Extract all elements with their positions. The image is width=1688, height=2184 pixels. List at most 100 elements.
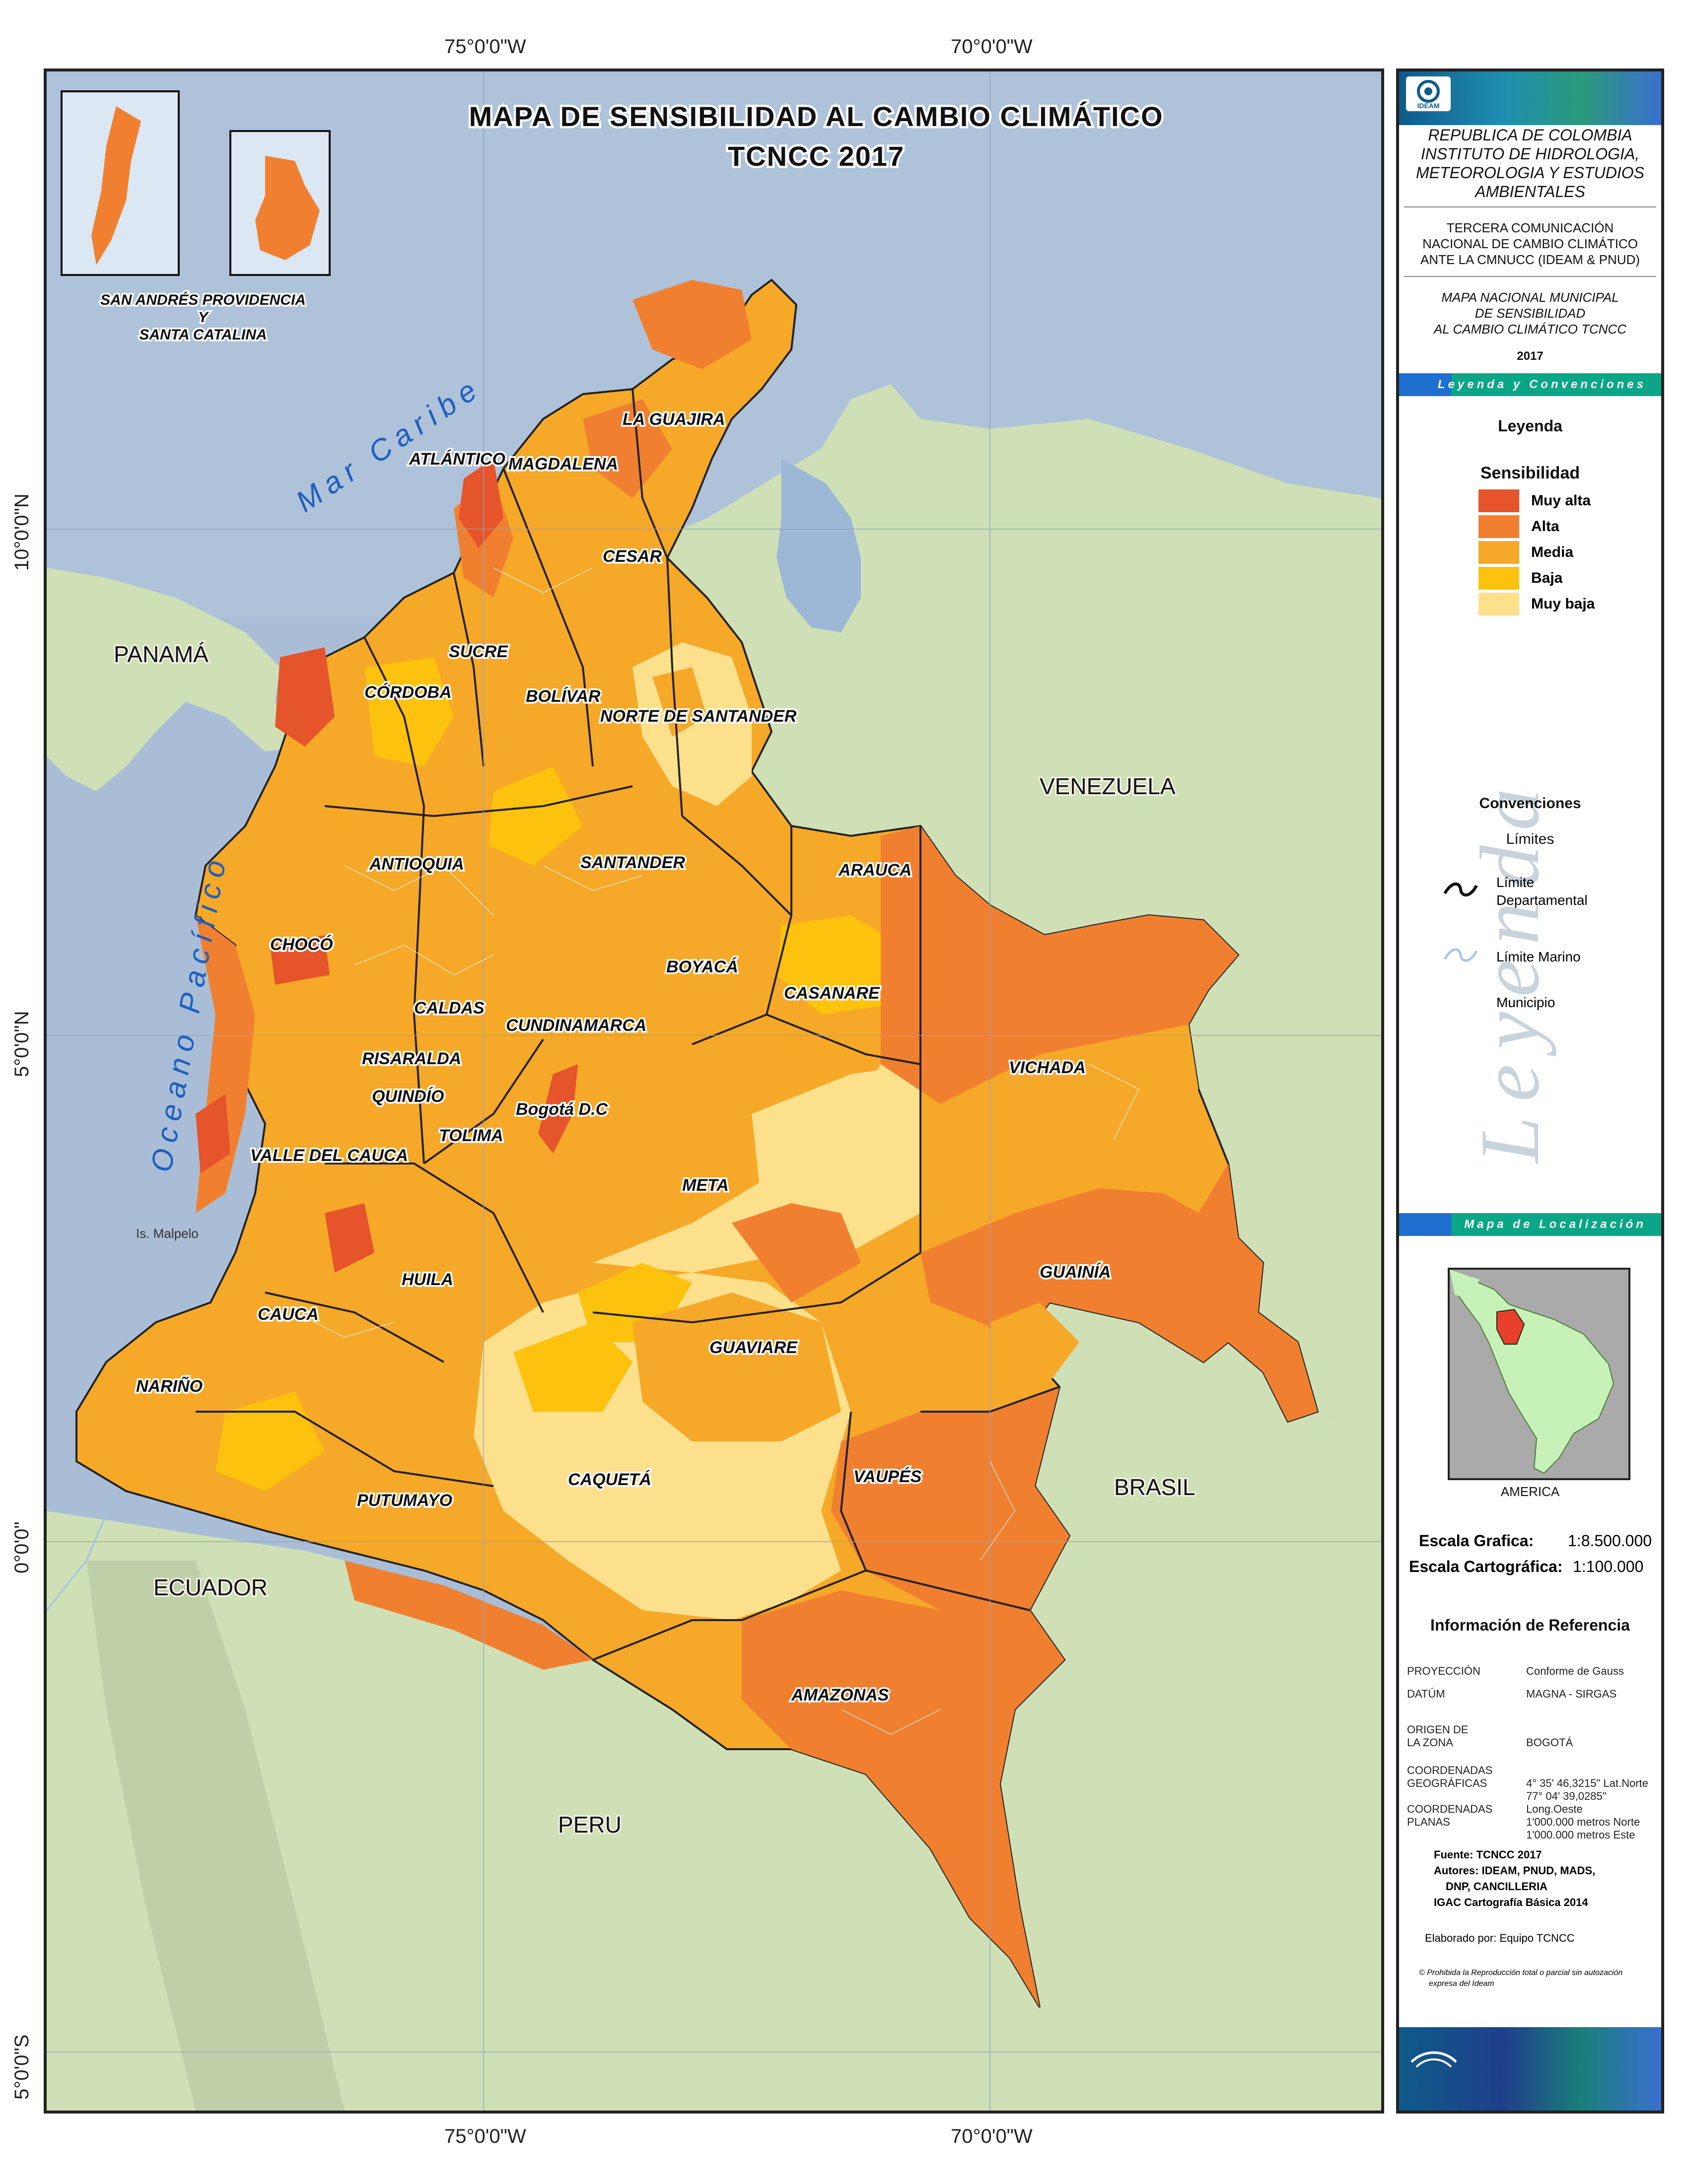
prepared-by: Elaborado por: Equipo TCNCC: [1425, 1932, 1575, 1944]
map-title-line1: MAPA DE SENSIBILIDAD AL CAMBIO CLIMÁTICO: [469, 101, 1163, 132]
reference-row: COORDENADAS PLANAS 1'000.000 metros Nort…: [1407, 1790, 1660, 1841]
legend-watermark-text: Leyenda: [1478, 773, 1556, 1164]
zone-bogota-muy-alta[interactable]: [538, 1064, 578, 1154]
zone-valle-muy-alta[interactable]: [325, 1203, 374, 1273]
legend-label-muy-alta: Muy alta: [1531, 492, 1591, 509]
comm-line3: ANTE LA CMNUCC (IDEAM & PNUD): [1420, 252, 1640, 267]
zone-pacific-muy-alta[interactable]: [196, 1094, 230, 1173]
zone-arauca-baja[interactable]: [776, 915, 901, 1015]
sensitivity-heading: Sensibilidad: [1480, 464, 1580, 482]
dept-label-casanare: CASANARE: [784, 984, 880, 1003]
limit-marine-symbol: [1443, 945, 1478, 965]
legend-item-alta: Alta: [1478, 515, 1559, 538]
dept-label-norte-santander: NORTE DE SANTANDER: [600, 707, 797, 726]
zone-vichada-north-alta[interactable]: [881, 826, 1238, 1104]
dept-label-meta: META: [682, 1176, 729, 1195]
header-banner: IDEAM: [1399, 71, 1661, 125]
municipality-label: Municipio: [1496, 995, 1555, 1010]
legend-heading: Leyenda: [1498, 417, 1562, 435]
panama-land: [47, 568, 305, 791]
panel-year: 2017: [1517, 349, 1544, 363]
reference-key: COORDENADAS GEOGRÁFICAS: [1407, 1764, 1493, 1789]
central-america-land: [1450, 1270, 1479, 1299]
zone-meta-alta[interactable]: [732, 1203, 861, 1302]
zone-amazonas-alta[interactable]: [742, 1590, 1064, 2007]
footer-logo: [1409, 2047, 1459, 2077]
island-label-malpelo: Is. Malpelo: [136, 1226, 199, 1241]
conventions-heading: Convenciones: [1479, 795, 1581, 812]
limits-heading: Límites: [1506, 831, 1554, 847]
marine-limit: [47, 1491, 117, 1611]
dept-label-sucre: SUCRE: [449, 642, 508, 661]
dept-label-bolivar: BOLÍVAR: [526, 687, 601, 706]
dept-label-cauca: CAUCA: [258, 1305, 319, 1324]
dept-label-cundinamarca: CUNDINAMARCA: [506, 1016, 646, 1035]
mapname-line1: MAPA NACIONAL MUNICIPAL: [1441, 290, 1619, 305]
country-label-peru: PERU: [558, 1812, 622, 1838]
dept-label-bogota: Bogotá D.C: [516, 1100, 608, 1119]
zone-putumayo-alta[interactable]: [345, 1561, 593, 1670]
dept-label-vaupes: VAUPÉS: [853, 1467, 922, 1486]
ideam-logo-icon: IDEAM: [1417, 80, 1440, 110]
reference-value: Conforme de Gauss: [1526, 1665, 1624, 1677]
banner-location: Mapa de Localización: [1399, 1213, 1661, 1236]
legend-label-muy-baja: Muy baja: [1531, 596, 1595, 612]
org-line4: AMBIENTALES: [1475, 183, 1585, 201]
graticule-label-5s: 5°0'0"S: [11, 2034, 33, 2100]
legend-swatch-alta: [1478, 515, 1519, 538]
municipal-boundaries: [294, 567, 1140, 1735]
graticule-label-10n: 10°0'0"N: [11, 493, 33, 571]
zone-guaviare-east-media[interactable]: [990, 1302, 1079, 1382]
zone-vichada-media[interactable]: [950, 1024, 1198, 1193]
graticule-label-bottom-70w: 70°0'0"W: [951, 2125, 1033, 2147]
zone-guajira-alta[interactable]: [633, 280, 752, 369]
dept-label-caqueta: CAQUETÁ: [568, 1470, 651, 1489]
zone-vaupes-alta[interactable]: [831, 1387, 1069, 1610]
dept-label-risaralda: RISARALDA: [362, 1049, 461, 1068]
legend-swatch-media: [1478, 541, 1519, 564]
zone-norte-santander-media[interactable]: [652, 667, 707, 737]
country-label-panama: PANAMÁ: [114, 641, 209, 667]
zone-caqueta-west-baja[interactable]: [513, 1322, 633, 1412]
map-canvas[interactable]: MAPA DE SENSIBILIDAD AL CAMBIO CLIMÁTICO…: [47, 71, 1381, 2111]
zone-atlantico-muy-alta[interactable]: [459, 459, 503, 548]
dept-label-huila: HUILA: [402, 1270, 453, 1289]
locator-map-svg: [1450, 1270, 1615, 1474]
reference-key: COORDENADAS PLANAS: [1407, 1803, 1493, 1828]
graticule-label-top-75w: 75°0'0"W: [444, 36, 526, 58]
dept-label-amazonas: AMAZONAS: [791, 1686, 889, 1705]
limit-dept-line1: Límite: [1496, 875, 1535, 890]
limit-dept-line2: Departamental: [1496, 892, 1588, 908]
ideam-logo: IDEAM: [1406, 76, 1451, 111]
org-line3: METEOROLOGIA Y ESTUDIOS: [1416, 164, 1644, 182]
zone-choco-muy-alta[interactable]: [270, 935, 330, 985]
zone-magdalena-alta[interactable]: [583, 399, 672, 498]
legend-item-baja: Baja: [1478, 567, 1562, 590]
zone-cordoba-baja[interactable]: [364, 657, 454, 766]
dept-label-vichada: VICHADA: [1009, 1058, 1086, 1077]
zone-antioquia-baja[interactable]: [489, 766, 583, 866]
map-frame[interactable]: MAPA DE SENSIBILIDAD AL CAMBIO CLIMÁTICO…: [44, 68, 1384, 2114]
source-line1: Fuente: TCNCC 2017: [1434, 1848, 1542, 1861]
source-line2: Autores: IDEAM, PNUD, MADS,: [1434, 1864, 1596, 1877]
legend-label-baja: Baja: [1531, 570, 1563, 586]
source-line4: IGAC Cartografía Básica 2014: [1434, 1896, 1588, 1909]
dept-label-tolima: TOLIMA: [439, 1126, 503, 1145]
legend-label-alta: Alta: [1531, 518, 1559, 535]
country-label-brasil: BRASIL: [1114, 1474, 1196, 1500]
zone-guaviare-media[interactable]: [633, 1293, 841, 1441]
locator-map[interactable]: [1448, 1268, 1630, 1480]
dept-label-magdalena: MAGDALENA: [508, 455, 618, 474]
zone-narino-baja[interactable]: [215, 1392, 325, 1491]
colombia-highlight: [1496, 1308, 1525, 1345]
limit-marine-label: Límite Marino: [1496, 949, 1581, 964]
zone-uraba-muy-alta[interactable]: [275, 647, 335, 747]
dept-label-la-guajira: LA GUAJIRA: [623, 410, 725, 429]
mapname-line3: AL CAMBIO CLIMÁTICO TCNCC: [1433, 322, 1627, 337]
dept-label-cesar: CESAR: [603, 547, 662, 566]
comm-line1: TERCERA COMUNICACIÓN: [1446, 220, 1614, 235]
scale-graphic-value: 1:8.500.000: [1568, 1532, 1652, 1550]
dept-label-narino: NARIÑO: [136, 1377, 203, 1396]
zone-guainia-alta[interactable]: [920, 1163, 1318, 1422]
reference-value: BOGOTÁ: [1526, 1736, 1573, 1749]
